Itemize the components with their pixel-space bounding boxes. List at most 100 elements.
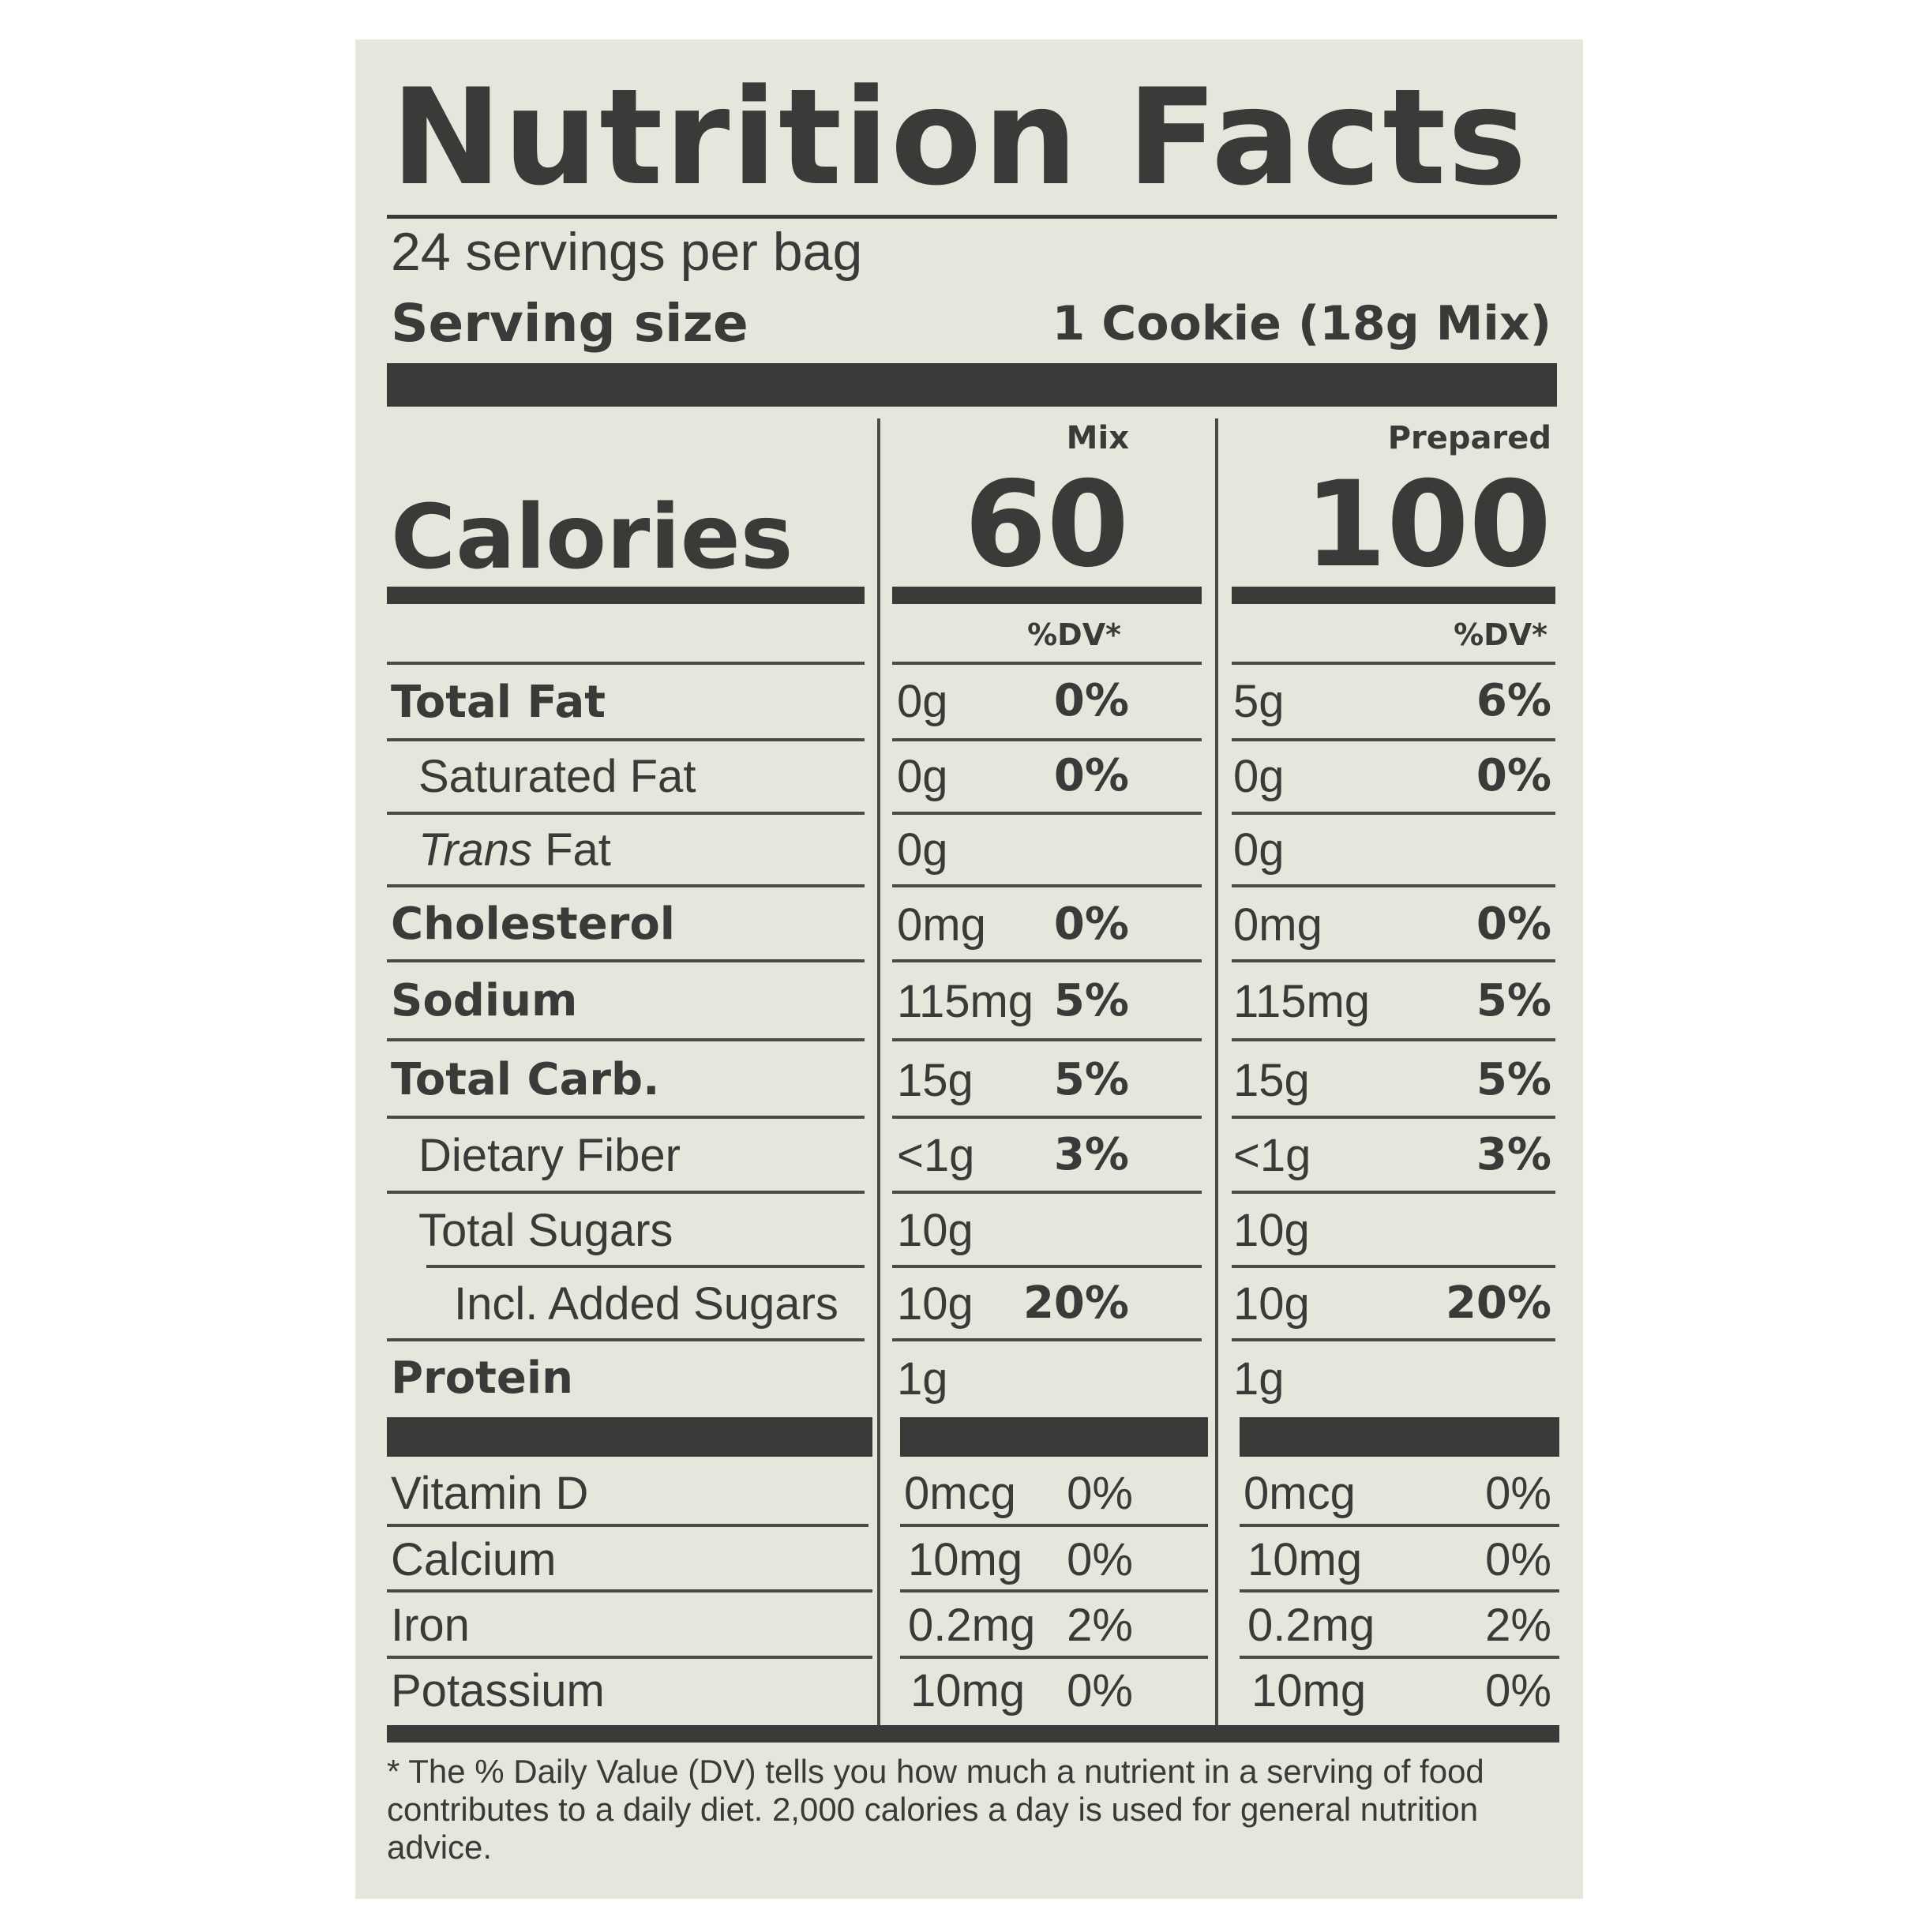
prepared-amount: 1g [1233, 1353, 1285, 1405]
mix-amount: 115mg [897, 976, 1034, 1027]
trans-italic: Trans [418, 824, 532, 876]
rule [387, 1038, 865, 1041]
calories-bar-prepared [1232, 587, 1555, 604]
prepared-amount: <1g [1233, 1130, 1311, 1181]
mix-amount: 10mg [908, 1534, 1023, 1585]
rule [900, 1524, 1208, 1527]
prepared-amount: 10mg [1247, 1534, 1363, 1585]
rule [1232, 1265, 1555, 1268]
mix-amount: 0g [897, 676, 948, 727]
nutrient-label-sodium: Sodium [391, 975, 578, 1026]
rule [1232, 1191, 1555, 1194]
rule [387, 1338, 865, 1341]
prepared-dv: 2% [1485, 1600, 1551, 1651]
prepared-dv: 0% [1485, 1665, 1551, 1716]
prepared-amount: 0g [1233, 824, 1285, 876]
prepared-dv: 20% [1445, 1277, 1551, 1329]
rule [892, 1038, 1202, 1041]
prepared-amount: 5g [1233, 676, 1285, 727]
rule [892, 662, 1202, 665]
prepared-amount: 0mg [1233, 899, 1322, 951]
rule [1232, 1338, 1555, 1341]
nutrient-label-total-fat: Total Fat [391, 677, 606, 728]
dv-header-prepared: %DV* [1454, 617, 1547, 652]
mix-dv: 0% [1053, 750, 1129, 801]
prepared-dv: 0% [1485, 1534, 1551, 1585]
rule [387, 1656, 872, 1659]
mix-amount: 0.2mg [908, 1600, 1036, 1651]
mix-amount: <1g [897, 1130, 975, 1181]
rule [900, 1589, 1208, 1592]
rule [892, 1116, 1202, 1119]
vitamins-bar-prepared [1240, 1417, 1559, 1457]
mix-amount: 15g [897, 1055, 974, 1106]
servings-per-container: 24 servings per bag [391, 222, 863, 282]
prepared-amount: 0g [1233, 751, 1285, 802]
serving-size-label: Serving size [391, 293, 748, 354]
vitamins-bar-label [387, 1417, 872, 1457]
calories-mix: 60 [964, 456, 1129, 594]
prepared-amount: 0.2mg [1247, 1600, 1375, 1651]
rule [1240, 1656, 1559, 1659]
mix-amount: 10g [897, 1278, 974, 1330]
divider-prepared [1215, 418, 1218, 1725]
mix-dv: 5% [1053, 1054, 1129, 1105]
calories-bar-label [387, 587, 865, 604]
nutrition-label: Nutrition Facts 24 servings per bag Serv… [355, 39, 1583, 1899]
nutrient-label-added-sugars: Incl. Added Sugars [454, 1278, 838, 1330]
rule [387, 812, 865, 815]
vitamin-label-potassium: Potassium [391, 1665, 605, 1716]
mix-dv: 0% [1067, 1534, 1133, 1585]
mix-amount: 0mg [897, 899, 986, 951]
rule [892, 884, 1202, 887]
nutrient-label-total-sugars: Total Sugars [418, 1205, 673, 1256]
rule [426, 1265, 865, 1268]
rule [892, 1265, 1202, 1268]
divider-mix [877, 418, 880, 1725]
rule [1232, 812, 1555, 815]
vitamins-bar-mix [900, 1417, 1208, 1457]
rule [387, 1191, 865, 1194]
rule [1232, 1116, 1555, 1119]
prepared-dv: 0% [1476, 898, 1551, 950]
rule [892, 812, 1202, 815]
prepared-amount: 10mg [1251, 1665, 1367, 1716]
mix-amount: 0g [897, 824, 948, 876]
prepared-dv: 3% [1476, 1129, 1551, 1180]
rule [1240, 1524, 1559, 1527]
mix-dv: 0% [1067, 1468, 1133, 1519]
thick-serving-bar [387, 363, 1557, 407]
nutrient-label-cholesterol: Cholesterol [391, 898, 675, 950]
mix-amount: 0g [897, 751, 948, 802]
prepared-amount: 15g [1233, 1055, 1310, 1106]
rule [387, 662, 865, 665]
rule [387, 738, 865, 741]
vitamin-label-calcium: Calcium [391, 1534, 557, 1585]
prepared-amount: 0mcg [1244, 1468, 1356, 1519]
calories-label: Calories [391, 486, 793, 589]
rule [1232, 884, 1555, 887]
trans-rest: Fat [531, 824, 611, 876]
rule [387, 959, 865, 962]
nutrient-label-trans-fat: Trans Fat [418, 827, 611, 873]
vitamin-label-vitamin-d: Vitamin D [391, 1468, 589, 1519]
mix-dv: 20% [1022, 1277, 1129, 1329]
footnote-bar [387, 1725, 1559, 1743]
mix-dv: 0% [1067, 1665, 1133, 1716]
mix-dv: 5% [1053, 975, 1129, 1026]
rule [1232, 959, 1555, 962]
prepared-dv: 5% [1476, 1054, 1551, 1105]
label-title: Nutrition Facts [391, 60, 1529, 215]
rule [1232, 662, 1555, 665]
mix-dv: 2% [1067, 1600, 1133, 1651]
rule [892, 959, 1202, 962]
column-head-mix: Mix [1066, 420, 1129, 456]
mix-dv: 0% [1053, 898, 1129, 950]
rule [892, 1338, 1202, 1341]
rule [900, 1656, 1208, 1659]
mix-amount: 1g [897, 1353, 948, 1405]
prepared-dv: 6% [1476, 675, 1551, 726]
calories-bar-mix [892, 587, 1202, 604]
title-rule [387, 215, 1557, 219]
nutrient-label-dietary-fiber: Dietary Fiber [418, 1130, 681, 1181]
